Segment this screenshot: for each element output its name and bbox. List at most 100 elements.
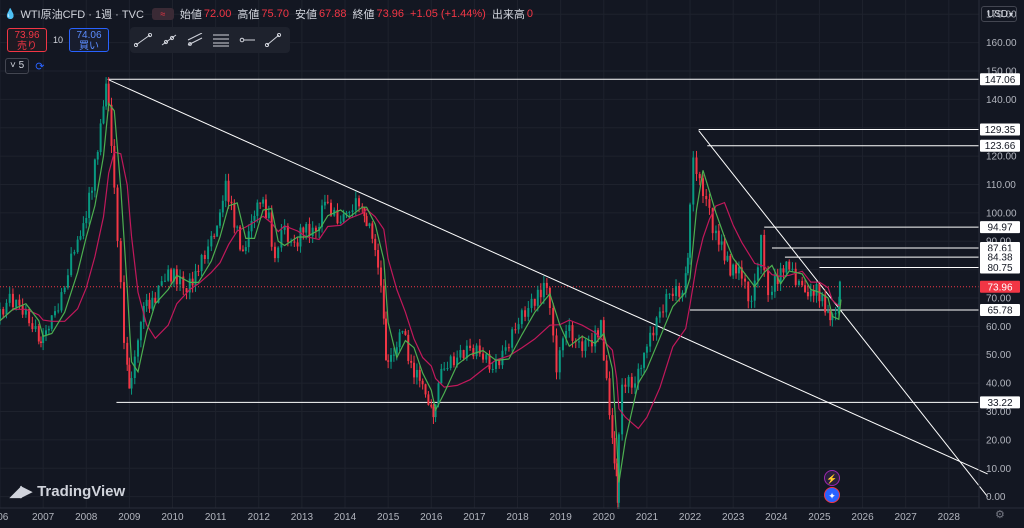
currency-select[interactable]: USD ▾ <box>981 6 1017 22</box>
candle-body <box>568 325 571 331</box>
visibility-icon[interactable]: ≈ <box>151 8 174 20</box>
candle-body <box>207 246 210 260</box>
y-tick-label: 0.00 <box>986 492 1006 503</box>
candle-body <box>427 394 430 405</box>
open-value: 72.00 <box>203 8 232 20</box>
candle-body <box>767 270 770 296</box>
candle-body <box>753 280 756 301</box>
candle-body <box>175 269 178 285</box>
candle-body <box>599 320 602 338</box>
level-label-box <box>980 73 1020 86</box>
candle-body <box>314 227 317 232</box>
candle-body <box>838 281 841 304</box>
candle-body <box>430 404 433 407</box>
logo-text: TradingView <box>37 482 126 500</box>
candle-body <box>737 267 740 274</box>
buy-price: 74.06 <box>76 30 102 41</box>
x-tick-label: 2010 <box>161 512 184 523</box>
lightning-event-icon[interactable]: ⚡ <box>824 470 840 486</box>
parallel-channel-icon[interactable] <box>182 29 208 51</box>
candle-body <box>577 341 580 343</box>
us-flag-event-icon[interactable]: ✦ <box>824 487 840 503</box>
candle-body <box>459 350 462 358</box>
buy-label: 買い <box>79 41 99 52</box>
candle-body <box>18 299 21 306</box>
ray-tool-icon[interactable] <box>156 29 182 51</box>
candle-body <box>119 240 122 283</box>
candle-body <box>382 285 385 319</box>
candle-body <box>692 157 695 205</box>
symbol-title[interactable]: WTI原油CFD · 1週 · TVC <box>20 9 144 21</box>
candle-body <box>773 275 776 292</box>
candle-body <box>384 318 387 361</box>
candle-body <box>66 275 69 288</box>
indicators-toggle[interactable]: ˅ 5 ⟳ <box>5 58 44 74</box>
candle-body <box>686 257 689 274</box>
close-value: 73.96 <box>376 8 405 20</box>
candle-body <box>662 311 665 313</box>
x-tick-label: 2022 <box>679 512 702 523</box>
candle-body <box>760 234 763 268</box>
candle-body <box>806 291 809 297</box>
y-tick-label: 100.00 <box>986 208 1017 219</box>
horizontal-ray-icon[interactable] <box>234 29 260 51</box>
candle-body <box>305 223 308 233</box>
candle-body <box>443 368 446 370</box>
level-label: 80.75 <box>987 263 1012 274</box>
candle-body <box>128 364 131 389</box>
candle-body <box>517 324 520 330</box>
candle-body <box>224 180 227 201</box>
y-tick-label: 170.00 <box>986 10 1017 21</box>
level-label: 33.22 <box>987 398 1012 409</box>
candle-body <box>440 368 443 384</box>
change-value: +1.05 (+1.44%) <box>410 8 486 20</box>
candle-body <box>88 192 91 218</box>
candle-body <box>148 299 151 309</box>
candle-body <box>763 234 766 271</box>
candle-body <box>655 317 658 336</box>
candle-body <box>735 264 738 274</box>
candle-body <box>296 242 299 247</box>
candle-body <box>671 293 674 296</box>
candle-body <box>788 261 791 270</box>
candle-body <box>70 253 73 276</box>
candle-body <box>113 145 116 188</box>
indicators-count-button[interactable]: ˅ 5 <box>5 58 30 74</box>
candle-body <box>387 360 390 362</box>
buy-button[interactable]: 74.06 買い <box>69 28 109 52</box>
candle-body <box>197 270 200 272</box>
candle-body <box>236 226 239 228</box>
candle-body <box>571 325 574 341</box>
level-label-box <box>980 139 1020 152</box>
tradingview-mark-icon: ◢▶ <box>10 483 32 500</box>
candle-body <box>624 384 627 387</box>
candle-body <box>665 293 668 313</box>
candle-body <box>139 322 142 341</box>
fib-retracement-icon[interactable] <box>208 29 234 51</box>
level-label: 147.06 <box>985 75 1016 86</box>
candle-body <box>437 383 440 405</box>
candle-body <box>827 311 830 313</box>
trendline-tool-icon[interactable] <box>130 29 156 51</box>
settings-gear-icon[interactable]: ⚙ <box>995 509 1005 521</box>
candle-body <box>277 247 280 259</box>
candle-body <box>130 378 133 389</box>
candle-body <box>432 406 435 418</box>
candle-body <box>377 250 380 268</box>
candle-body <box>415 369 418 378</box>
candle-body <box>283 225 286 231</box>
candle-body <box>524 310 527 317</box>
candle-body <box>829 311 832 321</box>
info-line-icon[interactable] <box>260 29 286 51</box>
candle-body <box>339 221 342 224</box>
sell-button[interactable]: 73.96 売り <box>7 28 47 52</box>
candle-body <box>794 268 797 285</box>
x-tick-label: 2009 <box>118 512 141 523</box>
candle-body <box>472 348 475 357</box>
data-source-icon[interactable]: ⟳ <box>35 60 45 73</box>
level-label: 65.78 <box>987 305 1012 316</box>
candle-body <box>270 212 273 247</box>
level-label: 123.66 <box>985 141 1016 152</box>
